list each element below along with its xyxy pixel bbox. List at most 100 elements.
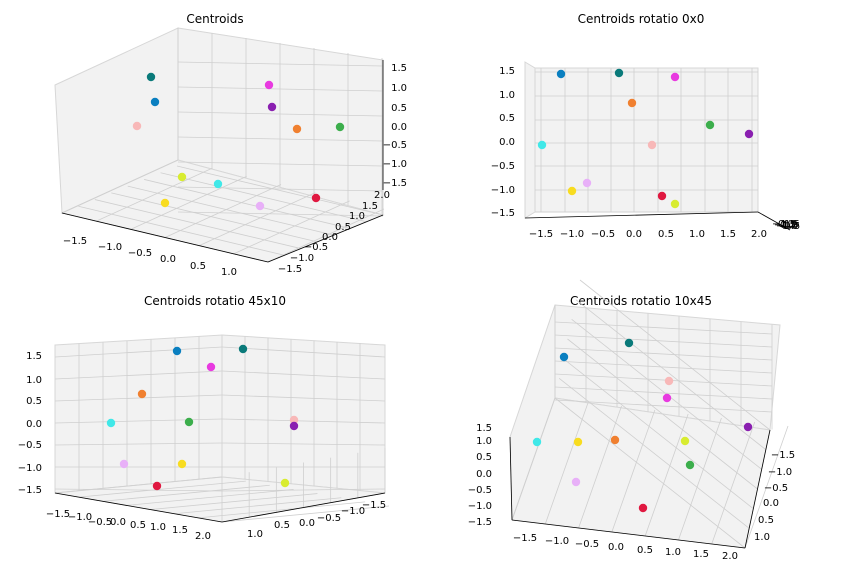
grid-line	[554, 334, 773, 348]
z-tick-label: 0.5	[26, 396, 42, 407]
data-point	[638, 503, 648, 513]
y-tick-label: −0.5	[764, 483, 788, 494]
y-tick-label: −1.0	[774, 220, 798, 231]
x-tick-label: −1.5	[63, 236, 87, 247]
data-point	[137, 389, 147, 399]
z-tick-label: 0.0	[391, 122, 407, 133]
z-tick-label: 1.0	[391, 83, 407, 94]
grid-line	[221, 394, 386, 402]
grid-line	[563, 358, 754, 509]
grid-line	[221, 370, 386, 380]
grid-line	[221, 442, 386, 446]
x-tick-label: −1.5	[529, 229, 553, 240]
x-tick-label: −0.5	[128, 248, 152, 259]
x-tick-label: 0.0	[110, 517, 126, 528]
grid-line	[94, 199, 301, 249]
x-tick-label: 0.5	[190, 261, 206, 272]
y-axis-line	[267, 214, 384, 263]
data-point	[744, 129, 754, 139]
grid-line	[744, 425, 789, 549]
grid-line	[554, 386, 773, 400]
x-tick-label: −0.5	[88, 517, 112, 528]
y-tick-label: 1.5	[784, 219, 800, 230]
x-tick-label: 2.0	[722, 551, 738, 562]
grid-line	[177, 211, 384, 217]
side-pane	[524, 61, 536, 219]
x-axis-line	[54, 492, 223, 523]
data-point	[680, 436, 690, 446]
y-tick-label: 0.0	[299, 518, 315, 529]
grid-line	[61, 159, 179, 214]
x-tick-label: 0.0	[608, 542, 624, 553]
data-point	[184, 417, 194, 427]
y-tick-label: −0.5	[776, 221, 800, 232]
y-tick-label: −1.0	[768, 467, 792, 478]
data-point	[614, 68, 624, 78]
grid-line	[678, 417, 722, 541]
z-tick-label: −1.5	[383, 178, 407, 189]
grid-line	[54, 476, 223, 494]
data-point	[289, 415, 299, 425]
left-pane	[54, 334, 223, 494]
y-tick-label: −1.5	[771, 450, 795, 461]
z-tick-label: 1.5	[499, 66, 515, 77]
y-tick-label: 1.0	[349, 211, 365, 222]
chart-panel-1: Centroids−1.5−1.0−0.50.00.51.0 −1.5−1.0−0…	[54, 12, 407, 278]
data-point	[657, 191, 667, 201]
grid-line	[233, 200, 350, 255]
z-tick-label: −1.5	[468, 517, 492, 528]
x-axis-line	[524, 211, 759, 219]
data-point	[280, 478, 290, 488]
y-tick-label: −1.0	[290, 253, 314, 264]
x-tick-label: 0.0	[160, 254, 176, 265]
grid-line	[111, 192, 318, 243]
z-tick-label: −1.5	[18, 485, 42, 496]
x-axis-line	[61, 212, 269, 263]
grid-line	[164, 184, 282, 238]
x-tick-label: 1.5	[172, 525, 188, 536]
data-point	[311, 193, 321, 203]
z-tick-label: 1.5	[476, 423, 492, 434]
chart-panel-3: Centroids rotatio 45x10−1.5−1.0−0.50.0 0.…	[18, 294, 390, 542]
data-point	[335, 122, 345, 132]
y-tick-label: −1.5	[772, 219, 796, 230]
y-tick-label: −0.5	[317, 513, 341, 524]
data-point	[132, 121, 142, 131]
data-point	[238, 344, 248, 354]
data-point	[264, 80, 274, 90]
x-tick-label: 2.0	[195, 531, 211, 542]
data-point	[571, 477, 581, 487]
y-tick-label: 0.0	[763, 498, 779, 509]
data-point	[267, 102, 277, 112]
grid-line	[54, 346, 223, 358]
grid-line	[554, 347, 773, 361]
grid-line	[221, 488, 386, 492]
y-tick-label: 2.0	[374, 190, 390, 201]
chart-title: Centroids rotatio 45x10	[144, 294, 286, 308]
grid-line	[54, 418, 223, 424]
grid-line	[578, 405, 622, 529]
data-point	[670, 72, 680, 82]
z-tick-label: −1.0	[18, 463, 42, 474]
chart-panel-4: Centroids rotatio 10x45 −1.5 −1.0 −0.5 0.0 0.…	[468, 279, 795, 562]
x-tick-label: −1.5	[46, 509, 70, 520]
data-point	[206, 362, 216, 372]
data-point	[289, 421, 299, 431]
data-point	[685, 460, 695, 470]
x-tick-label: −1.0	[98, 242, 122, 253]
data-point	[150, 97, 160, 107]
z-tick-label: −0.5	[383, 140, 407, 151]
grid-line	[554, 399, 773, 413]
data-point	[647, 140, 657, 150]
grid-line	[554, 373, 773, 387]
data-point	[160, 198, 170, 208]
x-tick-label: 0.5	[130, 520, 146, 531]
x-axis-line	[511, 519, 746, 549]
x-tick-label: −0.5	[575, 539, 599, 550]
grid-line	[711, 421, 756, 545]
chart-title: Centroids rotatio 10x45	[570, 294, 712, 308]
data-point	[255, 201, 265, 211]
grid-line	[221, 418, 386, 424]
grid-line	[199, 192, 316, 247]
